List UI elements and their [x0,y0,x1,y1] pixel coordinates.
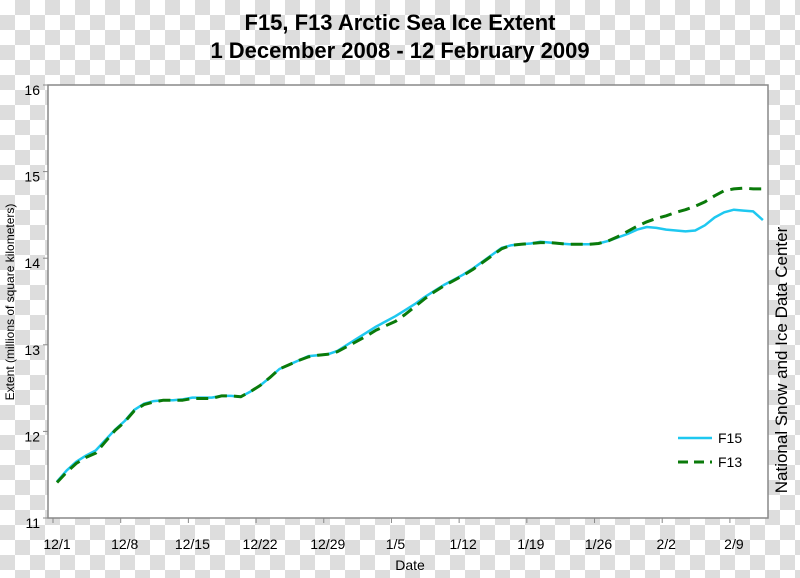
series-line-f15 [56,208,764,483]
x-tick-label: 12/22 [243,536,278,552]
chart-subtitle: 1 December 2008 - 12 February 2009 [210,38,590,63]
x-tick-label: 12/29 [310,536,345,552]
x-tick-label: 12/1 [43,536,70,552]
x-tick-label: 2/2 [656,536,676,552]
y-axis-label: Extent (millions of square kilometers) [3,204,17,401]
credit-text: National Snow and Ice Data Center [772,226,791,494]
legend-label-f15: F15 [718,430,742,446]
x-tick-label: 1/12 [450,536,477,552]
x-tick-label: 1/19 [517,536,544,552]
series-line-f13 [55,186,763,484]
x-axis-label: Date [395,557,425,573]
y-tick-label: 11 [25,515,40,531]
y-tick-label: 14 [24,255,40,271]
plot-area [47,84,769,519]
y-tick-label: 13 [24,342,40,358]
x-tick-label: 12/15 [175,536,210,552]
chart-title: F15, F13 Arctic Sea Ice Extent [244,10,556,35]
x-tick-label: 2/9 [724,536,744,552]
y-tick-label: 12 [24,428,40,444]
x-tick-label: 1/26 [585,536,612,552]
x-tick-label: 12/8 [111,536,138,552]
y-tick-label: 16 [24,82,40,98]
legend-label-f13: F13 [718,454,742,470]
x-tick-label: 1/5 [386,536,406,552]
y-tick-label: 15 [24,169,40,185]
